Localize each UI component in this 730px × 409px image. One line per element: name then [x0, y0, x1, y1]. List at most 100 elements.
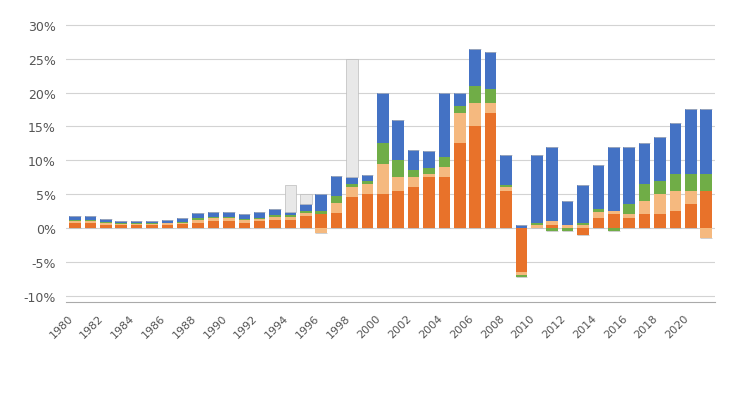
- Bar: [361, 195, 373, 228]
- Bar: [500, 186, 512, 188]
- Bar: [485, 103, 496, 114]
- Bar: [377, 144, 388, 164]
- Bar: [254, 218, 266, 220]
- Bar: [177, 219, 188, 222]
- Bar: [239, 220, 250, 221]
- Bar: [685, 174, 696, 191]
- Bar: [315, 211, 327, 215]
- Bar: [300, 195, 312, 205]
- Bar: [654, 215, 666, 228]
- Bar: [377, 93, 388, 144]
- Bar: [685, 110, 696, 174]
- Bar: [500, 155, 512, 186]
- Bar: [593, 209, 604, 213]
- Bar: [208, 218, 219, 219]
- Bar: [608, 211, 620, 215]
- Bar: [669, 191, 681, 211]
- Bar: [515, 276, 527, 277]
- Bar: [515, 228, 527, 272]
- Bar: [423, 178, 435, 228]
- Bar: [269, 220, 281, 228]
- Bar: [100, 225, 112, 228]
- Bar: [377, 195, 388, 228]
- Bar: [515, 225, 527, 228]
- Bar: [393, 120, 404, 161]
- Legend: EU10, United Kingdom, United States, rest of the world, world: EU10, United Kingdom, United States, res…: [141, 405, 640, 409]
- Bar: [577, 225, 589, 228]
- Bar: [393, 191, 404, 228]
- Bar: [85, 224, 96, 228]
- Bar: [192, 223, 204, 228]
- Bar: [346, 184, 358, 188]
- Bar: [315, 195, 327, 211]
- Bar: [161, 225, 173, 228]
- Bar: [623, 215, 635, 218]
- Bar: [454, 144, 466, 228]
- Bar: [608, 147, 620, 211]
- Bar: [208, 212, 219, 218]
- Bar: [469, 103, 481, 127]
- Bar: [269, 218, 281, 220]
- Bar: [361, 184, 373, 195]
- Bar: [254, 213, 266, 218]
- Bar: [608, 228, 620, 232]
- Bar: [239, 223, 250, 228]
- Bar: [254, 222, 266, 228]
- Bar: [700, 191, 712, 228]
- Bar: [223, 218, 234, 219]
- Bar: [69, 217, 81, 220]
- Bar: [562, 225, 573, 228]
- Bar: [346, 178, 358, 184]
- Bar: [408, 171, 420, 178]
- Bar: [454, 114, 466, 144]
- Bar: [285, 220, 296, 228]
- Bar: [177, 223, 188, 224]
- Bar: [423, 169, 435, 174]
- Bar: [547, 222, 558, 225]
- Bar: [346, 60, 358, 178]
- Bar: [623, 218, 635, 228]
- Bar: [331, 213, 342, 228]
- Bar: [654, 181, 666, 195]
- Bar: [439, 93, 450, 157]
- Bar: [315, 215, 327, 228]
- Bar: [393, 178, 404, 191]
- Bar: [100, 223, 112, 225]
- Bar: [469, 87, 481, 103]
- Bar: [285, 212, 296, 216]
- Bar: [177, 222, 188, 223]
- Bar: [439, 168, 450, 178]
- Bar: [346, 188, 358, 198]
- Bar: [85, 217, 96, 220]
- Bar: [577, 223, 589, 225]
- Bar: [300, 213, 312, 216]
- Bar: [562, 228, 573, 232]
- Bar: [669, 174, 681, 191]
- Bar: [85, 222, 96, 224]
- Bar: [593, 213, 604, 218]
- Bar: [300, 211, 312, 213]
- Bar: [469, 49, 481, 87]
- Bar: [208, 219, 219, 222]
- Bar: [161, 223, 173, 224]
- Bar: [269, 209, 281, 216]
- Bar: [623, 147, 635, 205]
- Bar: [639, 215, 650, 228]
- Bar: [300, 205, 312, 211]
- Bar: [393, 161, 404, 178]
- Bar: [100, 220, 112, 222]
- Bar: [239, 215, 250, 220]
- Bar: [131, 226, 142, 228]
- Bar: [100, 222, 112, 223]
- Bar: [469, 127, 481, 228]
- Bar: [577, 186, 589, 223]
- Bar: [346, 198, 358, 228]
- Bar: [500, 188, 512, 191]
- Bar: [131, 222, 142, 224]
- Bar: [69, 222, 81, 224]
- Bar: [331, 197, 342, 203]
- Bar: [515, 272, 527, 276]
- Bar: [485, 53, 496, 90]
- Bar: [239, 221, 250, 223]
- Bar: [408, 178, 420, 188]
